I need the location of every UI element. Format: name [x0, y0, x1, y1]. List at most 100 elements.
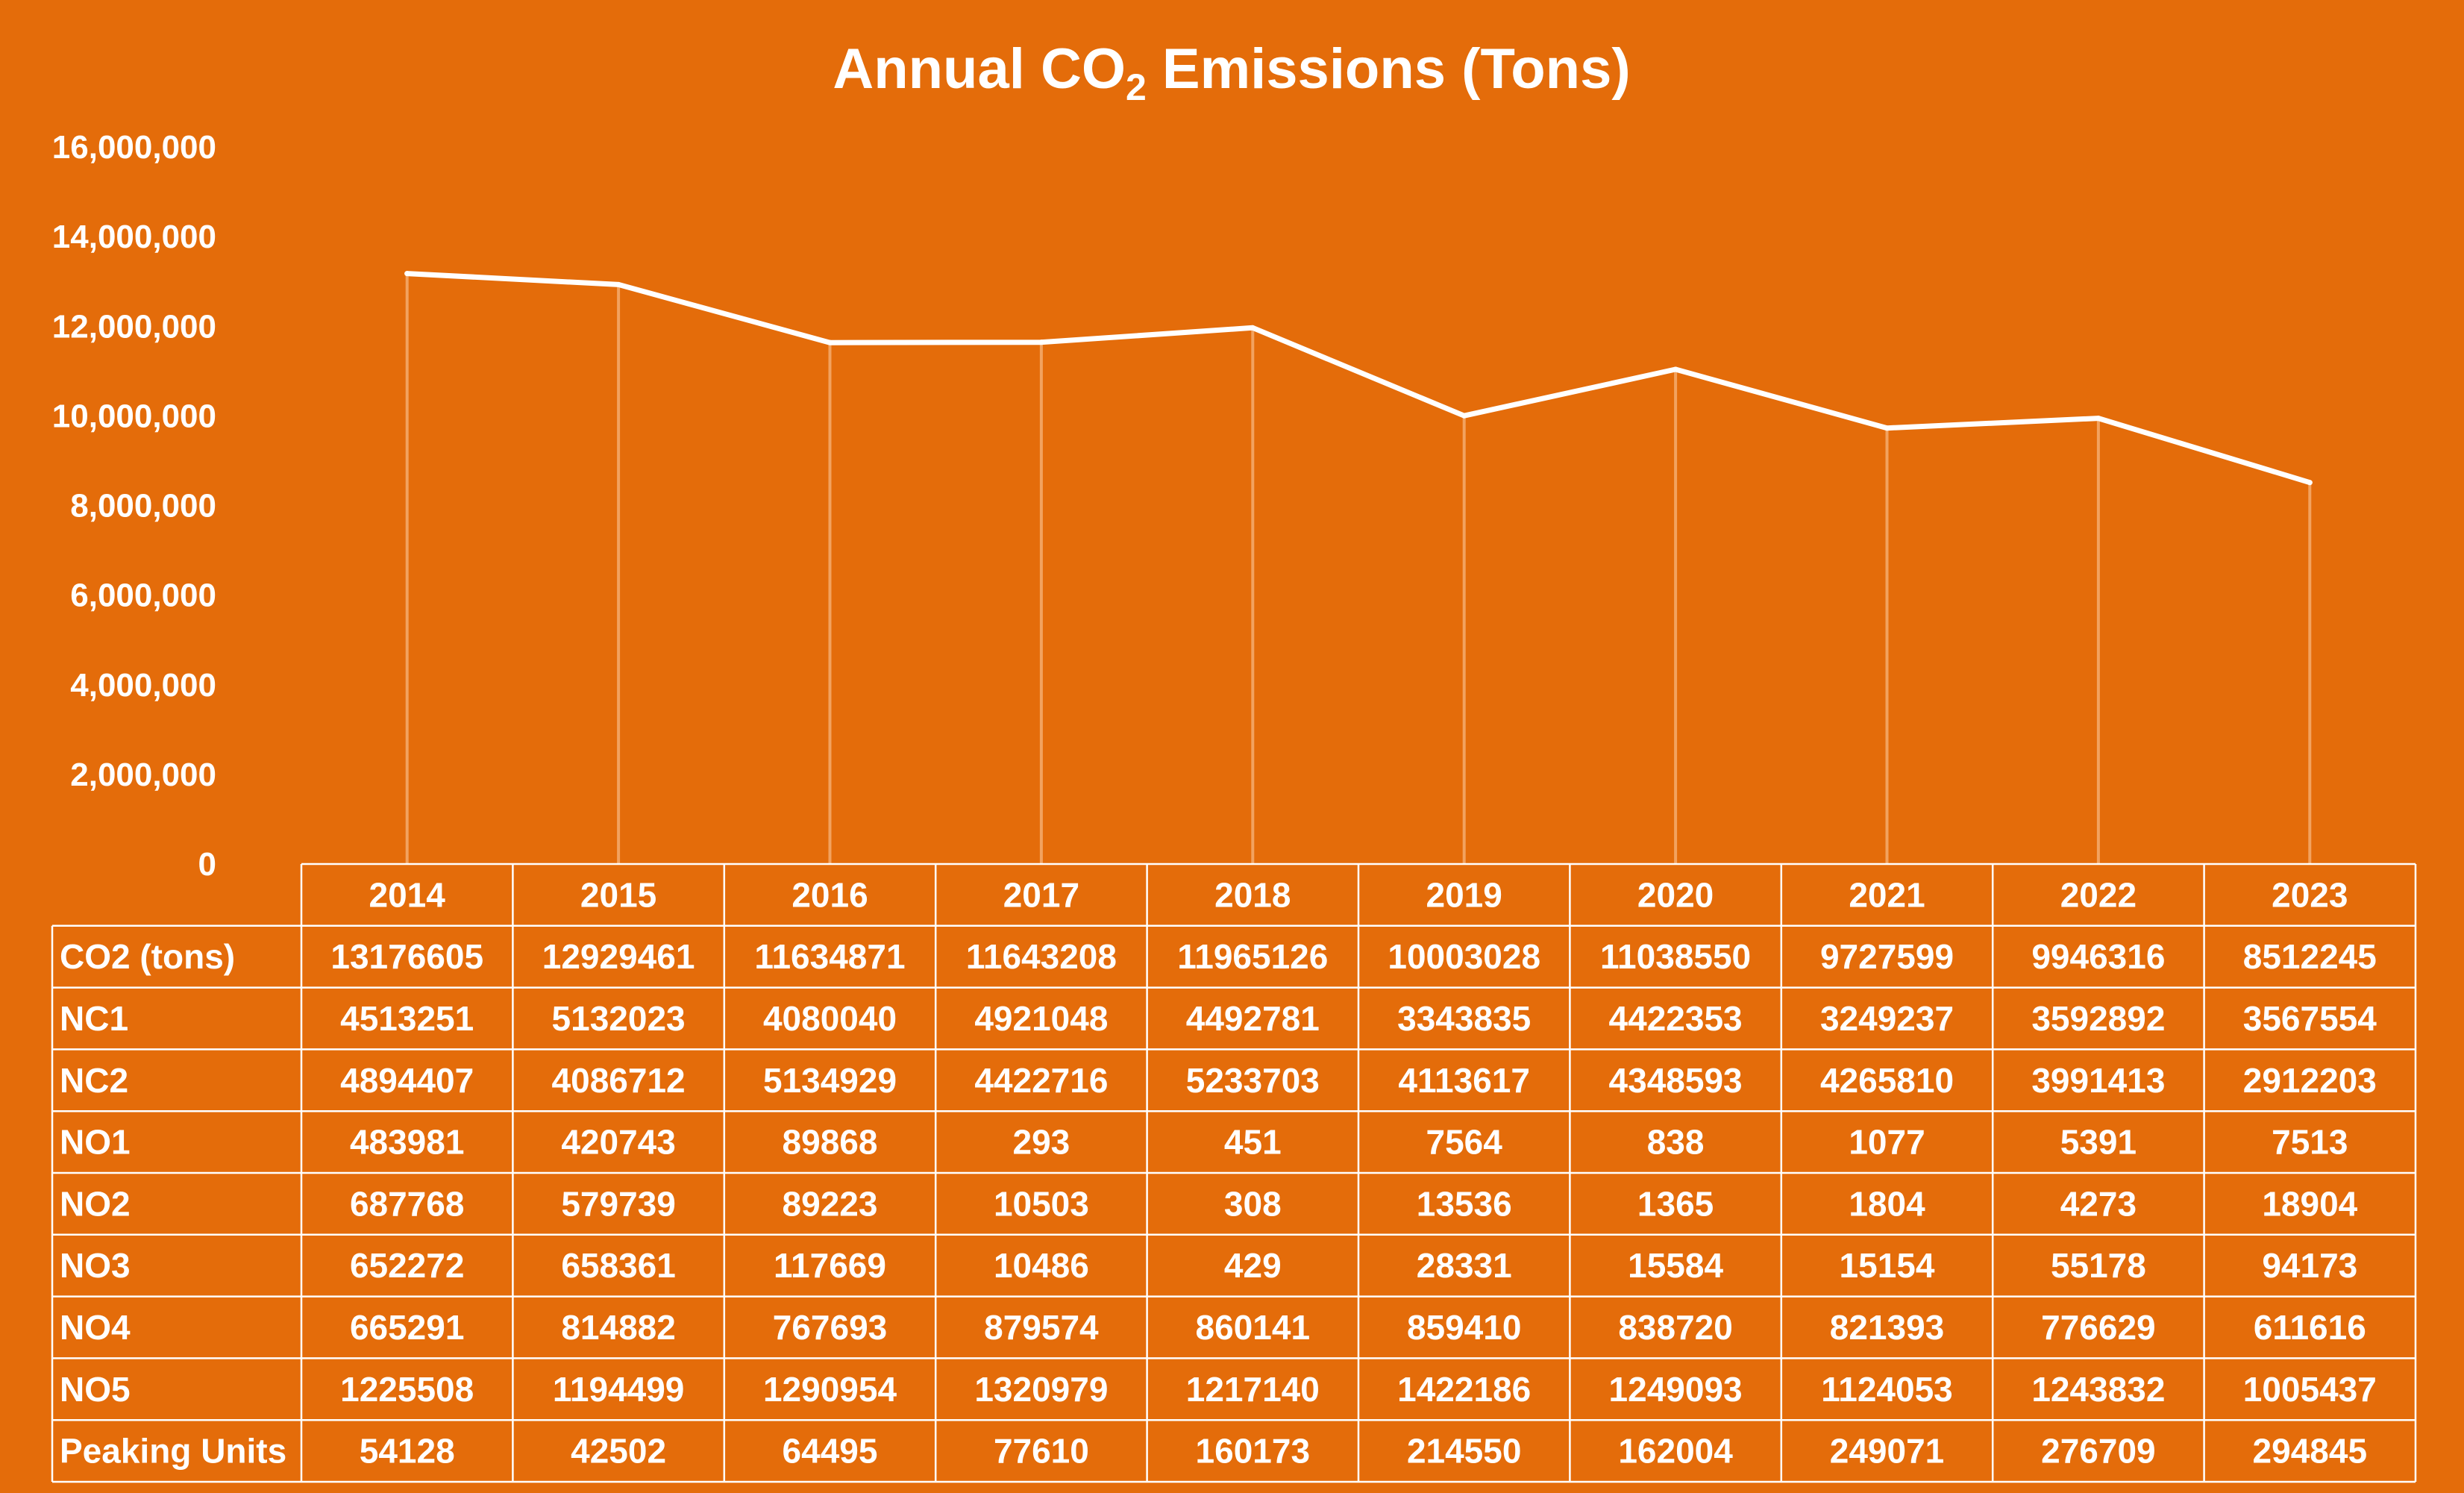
table-cell: 55178 [2051, 1246, 2146, 1285]
table-cell: 77610 [994, 1432, 1089, 1471]
table-cell: 5132023 [552, 999, 686, 1038]
table-cell: 12929461 [542, 937, 695, 976]
table-cell: 1422186 [1397, 1370, 1531, 1409]
table-cell: 429 [1224, 1246, 1282, 1285]
x-tick-label: 2016 [791, 875, 868, 914]
table-cell: 13176605 [330, 937, 483, 976]
table-cell: 451 [1224, 1123, 1282, 1162]
table-cell: 658361 [561, 1246, 676, 1285]
table-cell: 4422716 [974, 1061, 1108, 1100]
data-point [1461, 413, 1467, 419]
x-tick-label: 2017 [1003, 875, 1079, 914]
series-layer [404, 271, 2313, 486]
table-cell: 4921048 [974, 999, 1108, 1038]
table-cell: 4492781 [1186, 999, 1320, 1038]
drop-lines [405, 273, 2312, 864]
table-cell: 117669 [774, 1246, 886, 1285]
table-cell: 814882 [561, 1308, 676, 1347]
table-cell: 9946316 [2031, 937, 2165, 976]
y-tick-label: 2,000,000 [70, 757, 216, 793]
table-cell: 1194499 [553, 1370, 685, 1409]
table-row-label: NO4 [60, 1308, 131, 1347]
table-cell: 7564 [1426, 1123, 1503, 1162]
table-cell: 308 [1224, 1184, 1282, 1223]
table-cell: 3567554 [2243, 999, 2377, 1038]
x-tick-label: 2019 [1426, 875, 1502, 914]
data-point [2307, 480, 2313, 486]
table-row-label: NO2 [60, 1184, 131, 1223]
table-row-label: Peaking Units [60, 1432, 286, 1471]
table-cell: 89868 [783, 1123, 878, 1162]
table-cell: 94173 [2262, 1246, 2357, 1285]
table-cell: 1005437 [2243, 1370, 2377, 1409]
table-cell: 3991413 [2031, 1061, 2165, 1100]
y-tick-label: 8,000,000 [70, 488, 216, 525]
table-cell: 10003028 [1388, 937, 1540, 976]
x-tick-label: 2015 [580, 875, 656, 914]
table-cell: 28331 [1417, 1246, 1512, 1285]
table-cell: 1225508 [340, 1370, 474, 1409]
data-point [1038, 339, 1044, 345]
table-row-label: NC1 [60, 999, 128, 1038]
table-cell: 89223 [783, 1184, 878, 1223]
table-cell: 859410 [1407, 1308, 1522, 1347]
table-cell: 7513 [2272, 1123, 2348, 1162]
table-cell: 665291 [350, 1308, 465, 1347]
data-point [615, 281, 621, 287]
data-point [827, 339, 833, 345]
y-axis: 0 2,000,000 4,000,000 6,000,000 8,000,000 10,… [52, 129, 216, 883]
table-row-label: NC2 [60, 1061, 128, 1100]
table-cell: 420743 [561, 1123, 676, 1162]
table-cell: 10503 [994, 1184, 1089, 1223]
table-cell: 838 [1647, 1123, 1705, 1162]
table-cell: 162004 [1618, 1432, 1733, 1471]
chart-title-suffix: Emissions (Tons) [1147, 37, 1631, 101]
table-cell: 276709 [2041, 1432, 2156, 1471]
x-tick-label: 2021 [1849, 875, 1925, 914]
table-cell: 1077 [1849, 1123, 1925, 1162]
table-row-label: NO5 [60, 1370, 131, 1409]
x-tick-label: 2023 [2272, 875, 2348, 914]
table-cell: 1243832 [2031, 1370, 2165, 1409]
y-tick-label: 6,000,000 [70, 578, 216, 614]
y-tick-label: 0 [198, 846, 216, 883]
chart-title-subscript: 2 [1126, 66, 1147, 108]
table-cell: 15584 [1628, 1246, 1723, 1285]
table-cell: 4086712 [552, 1061, 686, 1100]
table-cell: 1290954 [763, 1370, 897, 1409]
table-cell: 11965126 [1177, 937, 1328, 976]
table-cell: 18904 [2262, 1184, 2357, 1223]
table-cell: 54128 [360, 1432, 455, 1471]
y-tick-label: 14,000,000 [52, 219, 216, 255]
table-cell: 3249237 [1820, 999, 1954, 1038]
table-cell: 249071 [1830, 1432, 1945, 1471]
y-tick-label: 10,000,000 [52, 398, 216, 434]
table-cell: 4265810 [1820, 1061, 1954, 1100]
table-cell: 8512245 [2243, 937, 2377, 976]
x-tick-label: 2022 [2060, 875, 2137, 914]
table-cell: 2912203 [2243, 1061, 2377, 1100]
table-cell: 9727599 [1820, 937, 1954, 976]
table-cell: 214550 [1407, 1432, 1522, 1471]
table-cell: 15154 [1840, 1246, 1935, 1285]
table-cell: 11038550 [1600, 937, 1751, 976]
data-point [2095, 416, 2101, 422]
table-cell: 4113617 [1398, 1061, 1530, 1100]
x-tick-label: 2018 [1214, 875, 1291, 914]
data-point [404, 271, 410, 277]
table-cell: 1365 [1637, 1184, 1714, 1223]
table-cell: 776629 [2041, 1308, 2156, 1347]
table-cell: 483981 [350, 1123, 465, 1162]
table-cell: 3343835 [1397, 999, 1531, 1038]
table-cell: 5391 [2060, 1123, 2137, 1162]
table-cell: 11643208 [966, 937, 1117, 976]
table-cell: 13536 [1417, 1184, 1512, 1223]
x-tick-label: 2014 [369, 875, 446, 914]
table-cell: 838720 [1618, 1308, 1733, 1347]
chart-title-main: Annual CO [833, 37, 1126, 101]
table-cell: 1217140 [1186, 1370, 1320, 1409]
table-cell: 42502 [571, 1432, 666, 1471]
table-cell: 4513251 [340, 999, 474, 1038]
table-row-label: NO1 [60, 1123, 131, 1162]
